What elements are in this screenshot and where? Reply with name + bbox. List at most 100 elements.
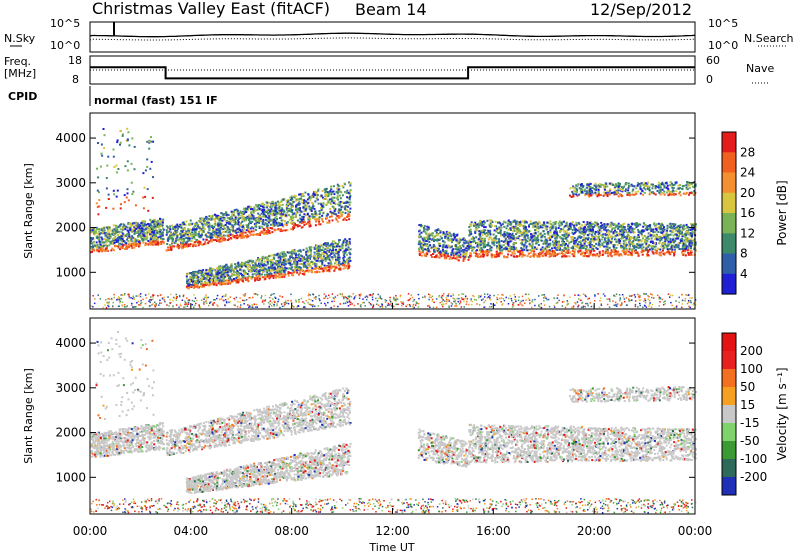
data-cell (267, 262, 270, 265)
data-cell (583, 244, 586, 247)
data-cell (284, 266, 287, 269)
data-cell (299, 197, 302, 200)
data-cell (138, 227, 141, 230)
data-cell (242, 228, 245, 231)
data-cell (418, 224, 421, 227)
data-cell (290, 197, 293, 200)
data-cell (185, 243, 188, 246)
data-cell (299, 272, 302, 275)
data-cell (176, 244, 179, 247)
data-cell (537, 227, 540, 230)
data-cell (438, 256, 441, 259)
data-cell (342, 260, 345, 263)
data-cell (290, 254, 293, 257)
data-cell (271, 218, 273, 221)
data-cell (151, 228, 154, 231)
data-cell (271, 261, 274, 264)
data-cell (424, 248, 427, 251)
data-cell (145, 227, 148, 230)
data-cell (252, 211, 255, 214)
data-cell (340, 263, 343, 266)
data-cell (184, 233, 187, 236)
data-cell (348, 196, 351, 199)
data-cell (192, 272, 195, 275)
data-cell (240, 231, 243, 234)
data-cell (261, 273, 263, 276)
data-cell (242, 218, 245, 221)
data-cell (205, 218, 208, 221)
data-cell (256, 269, 258, 272)
data-cell (156, 225, 159, 228)
data-cell (348, 198, 351, 201)
data-cell (179, 238, 182, 241)
data-cell (433, 249, 435, 251)
data-cell (119, 238, 122, 241)
data-cell (298, 263, 301, 266)
data-cell (220, 212, 223, 215)
data-cell (314, 210, 317, 213)
data-cell (195, 239, 198, 242)
data-cell (198, 220, 201, 223)
data-cell (215, 214, 218, 217)
data-cell (236, 237, 239, 239)
data-cell (178, 225, 181, 228)
data-cell (151, 220, 154, 223)
data-cell (233, 277, 235, 280)
data-cell (462, 241, 465, 244)
data-cell (131, 224, 134, 227)
data-cell (259, 262, 261, 265)
data-cell (571, 221, 574, 223)
data-cell (266, 227, 269, 230)
data-cell (329, 248, 332, 251)
data-cell (285, 205, 288, 208)
data-cell (420, 254, 423, 257)
data-cell (167, 236, 170, 239)
data-cell (195, 280, 198, 283)
data-cell (244, 277, 247, 280)
data-cell (328, 193, 331, 196)
data-cell (336, 183, 339, 186)
data-cell (462, 249, 465, 252)
data-cell (318, 213, 321, 216)
data-cell (512, 246, 515, 249)
data-cell (155, 233, 158, 236)
data-cell (293, 262, 296, 265)
data-cell (349, 248, 352, 251)
data-cell (281, 255, 284, 258)
data-cell (327, 262, 330, 265)
data-cell (290, 218, 293, 221)
data-cell (260, 261, 263, 264)
data-cell (272, 221, 275, 224)
data-cell (130, 245, 133, 248)
data-cell (239, 217, 242, 219)
data-cell (338, 268, 341, 271)
data-cell (237, 235, 240, 238)
data-cell (275, 215, 278, 218)
data-cell (189, 272, 192, 275)
data-cell (140, 221, 143, 224)
data-cell (422, 247, 425, 250)
data-cell (249, 270, 252, 273)
data-cell (208, 224, 211, 227)
data-cell (308, 222, 311, 225)
data-cell (471, 249, 474, 252)
data-cell (207, 279, 210, 282)
data-cell (170, 249, 173, 251)
data-cell (349, 201, 352, 204)
data-cell (314, 218, 317, 221)
data-cell (233, 268, 236, 271)
data-cell (162, 227, 164, 230)
data-cell (91, 248, 94, 251)
data-cell (316, 247, 319, 250)
data-cell (349, 182, 352, 185)
data-cell (251, 275, 254, 278)
data-cell (180, 240, 183, 243)
data-cell (206, 221, 209, 224)
data-cell (170, 236, 173, 239)
data-cell (263, 223, 266, 226)
data-cell (250, 233, 253, 236)
data-cell (659, 248, 662, 251)
data-cell (246, 276, 249, 279)
data-cell (347, 246, 350, 249)
data-cell (90, 227, 93, 230)
